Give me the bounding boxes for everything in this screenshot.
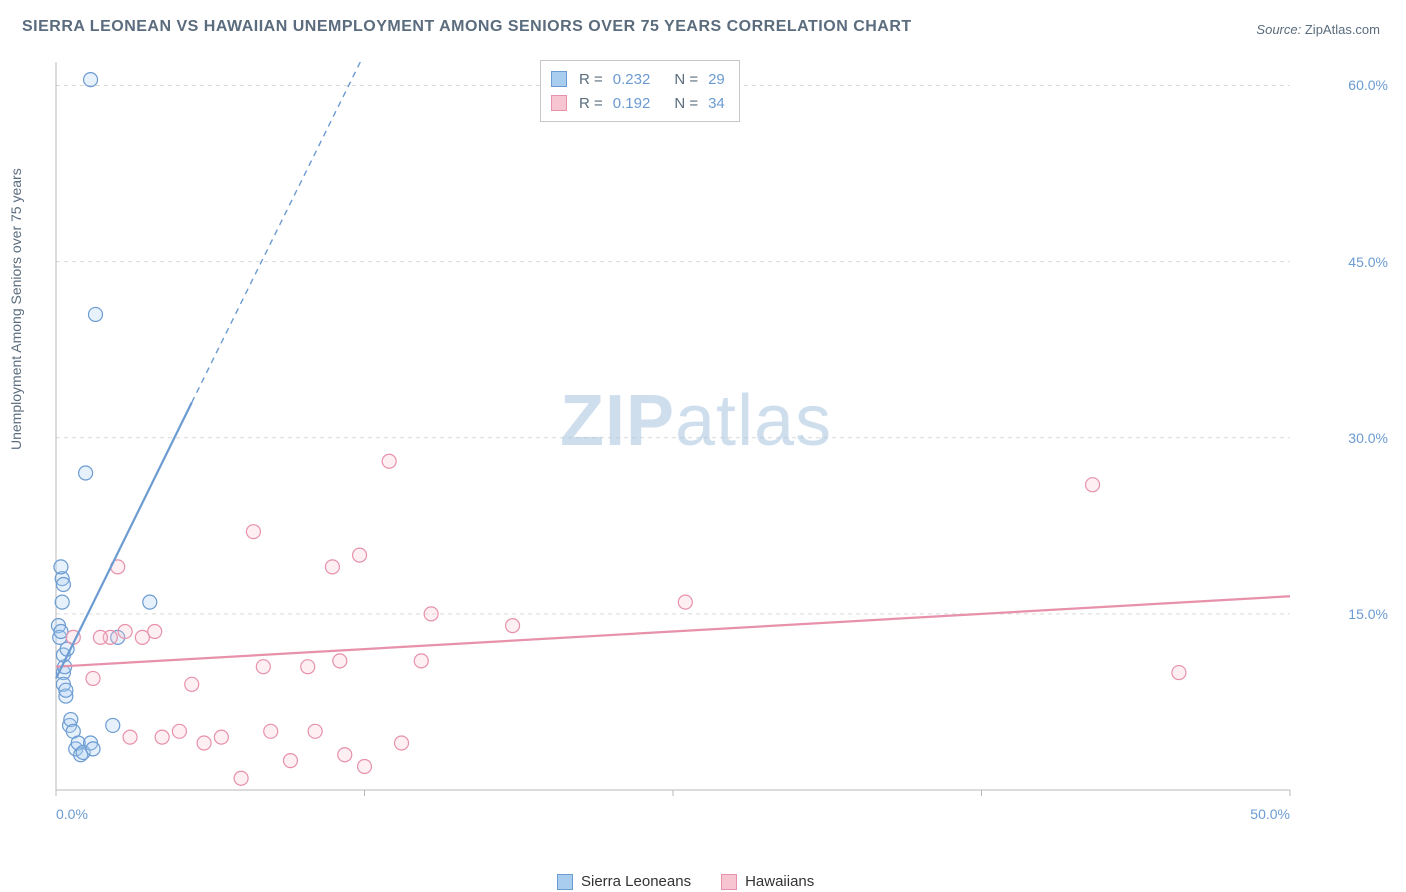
stat-r-value-1: 0.192 <box>613 95 651 112</box>
stat-n-label: N = <box>674 95 698 112</box>
stat-r-label: R = <box>579 71 603 88</box>
stat-r-label: R = <box>579 95 603 112</box>
stat-row-series-1: R = 0.192 N = 34 <box>551 91 725 115</box>
swatch-series-0 <box>551 71 567 87</box>
legend-swatch-0 <box>557 874 573 890</box>
y-axis-label: Unemployment Among Seniors over 75 years <box>8 168 24 450</box>
legend-item-0: Sierra Leoneans <box>557 873 691 890</box>
source-label: Source: <box>1256 22 1301 37</box>
y-tick-label: 60.0% <box>1348 77 1388 93</box>
source-value: ZipAtlas.com <box>1305 22 1380 37</box>
legend-swatch-1 <box>721 874 737 890</box>
x-tick-label-last: 50.0% <box>1250 806 1290 822</box>
stat-n-value-1: 34 <box>708 95 725 112</box>
chart-svg <box>50 56 1366 826</box>
chart-title: SIERRA LEONEAN VS HAWAIIAN UNEMPLOYMENT … <box>22 18 912 36</box>
legend-label-0: Sierra Leoneans <box>581 873 691 890</box>
y-tick-label: 15.0% <box>1348 606 1388 622</box>
stat-n-value-0: 29 <box>708 71 725 88</box>
plot-area <box>50 56 1366 826</box>
series-legend: Sierra Leoneans Hawaiians <box>557 873 814 890</box>
x-tick-label-first: 0.0% <box>56 806 88 822</box>
correlation-legend: R = 0.232 N = 29 R = 0.192 N = 34 <box>540 60 740 122</box>
stat-n-label: N = <box>674 71 698 88</box>
legend-label-1: Hawaiians <box>745 873 814 890</box>
stat-r-value-0: 0.232 <box>613 71 651 88</box>
source-attribution: Source: ZipAtlas.com <box>1256 22 1380 37</box>
swatch-series-1 <box>551 95 567 111</box>
y-tick-label: 45.0% <box>1348 254 1388 270</box>
legend-item-1: Hawaiians <box>721 873 814 890</box>
stat-row-series-0: R = 0.232 N = 29 <box>551 67 725 91</box>
y-tick-label: 30.0% <box>1348 430 1388 446</box>
